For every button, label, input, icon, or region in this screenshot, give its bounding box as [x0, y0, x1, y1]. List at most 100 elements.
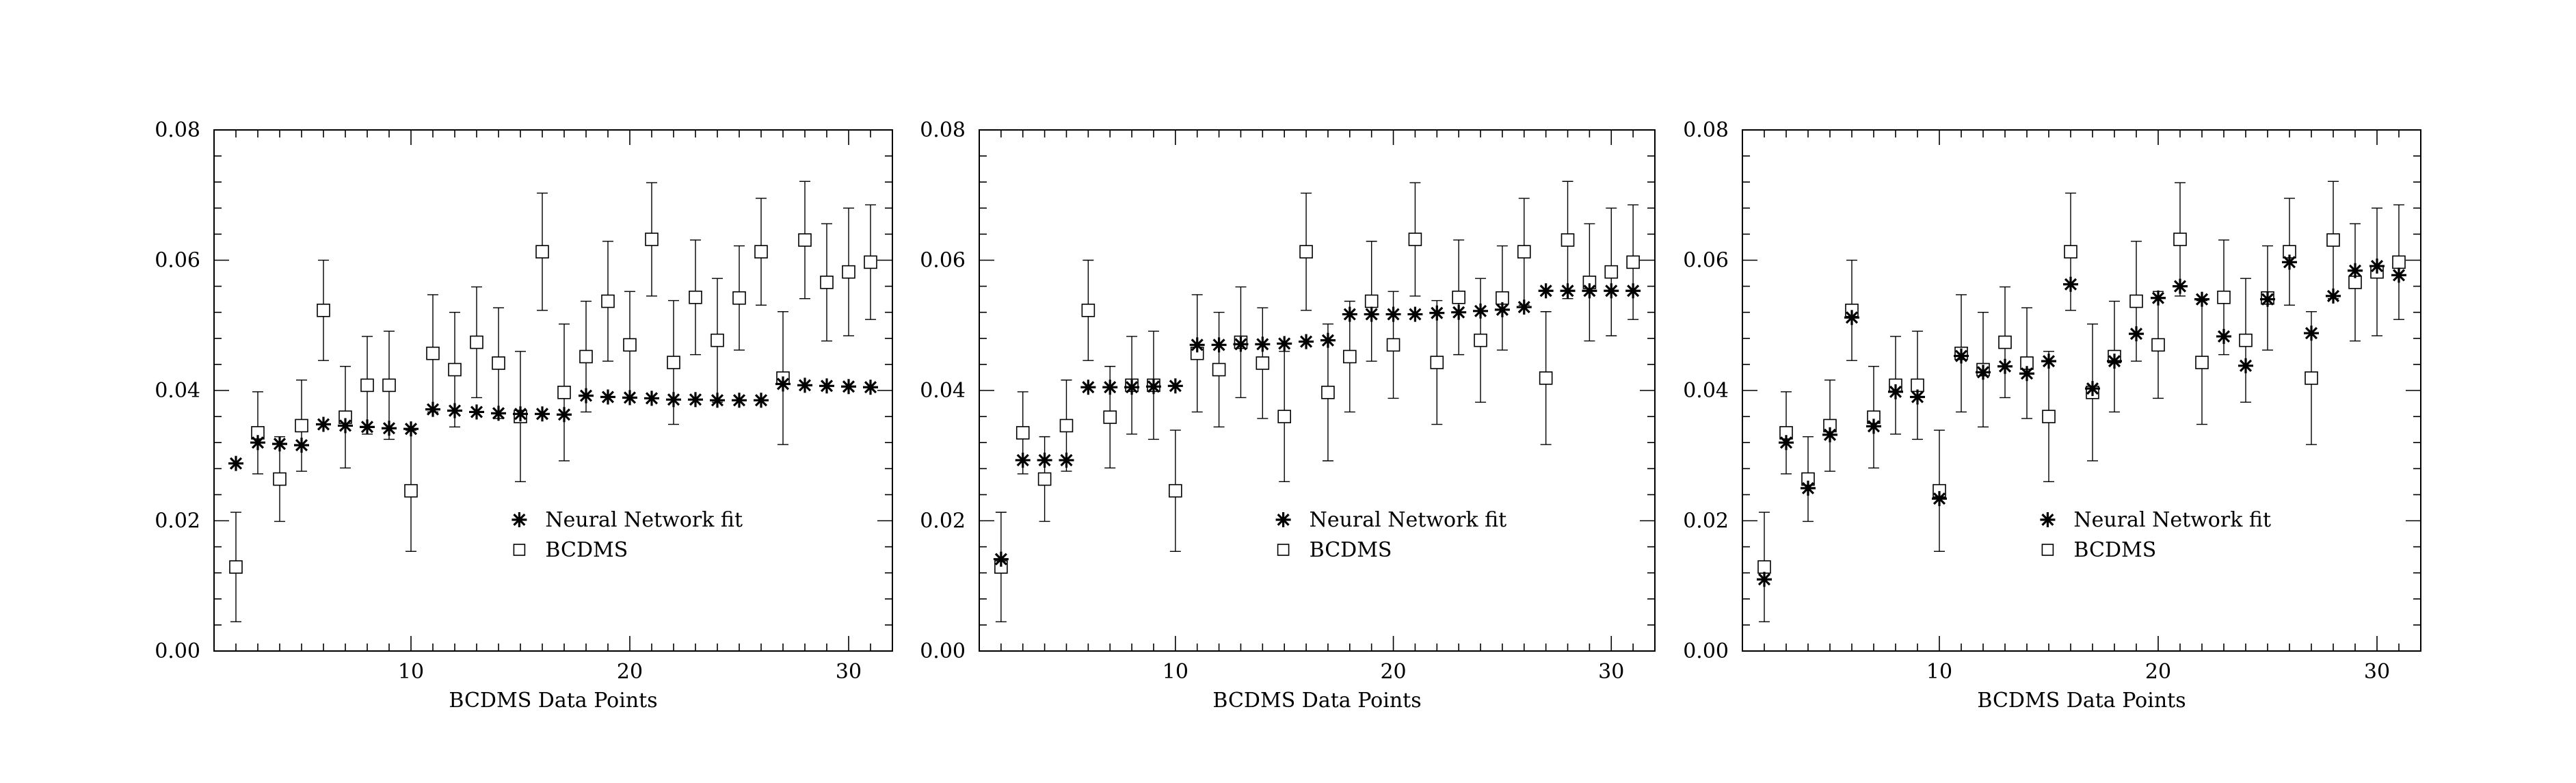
asterisk-stroke	[798, 379, 812, 392]
bcdms-marker	[1015, 426, 1030, 440]
bcdms-point	[1452, 239, 1465, 356]
bcdms-point	[994, 512, 1008, 622]
bcdms-marker	[1474, 333, 1487, 347]
bcdms-marker	[448, 362, 462, 377]
bcdms-marker	[2064, 245, 2077, 258]
bcdms-marker	[295, 419, 308, 433]
asterisk-stroke	[2239, 359, 2253, 372]
bcdms-point	[1037, 436, 1052, 522]
bcdms-marker	[645, 233, 659, 246]
x-tick-label: 30	[836, 660, 862, 684]
legend-bcdms-marker	[513, 544, 526, 556]
bcdms-marker	[1517, 245, 1531, 258]
nn-marker	[1625, 283, 1641, 299]
legend: Neural Network fit BCDMS	[512, 508, 743, 562]
nn-marker	[1888, 384, 1903, 399]
x-axis-label: BCDMS Data Points	[1212, 689, 1421, 713]
asterisk-stroke	[1387, 308, 1400, 321]
nn-marker	[1910, 389, 1925, 405]
asterisk-stroke	[820, 380, 834, 393]
asterisk-stroke	[273, 438, 287, 451]
nn-marker	[382, 421, 397, 436]
asterisk-stroke	[1474, 304, 1487, 317]
asterisk-stroke	[1933, 492, 1946, 505]
bcdms-marker	[711, 333, 724, 347]
bcdms-marker	[1321, 386, 1335, 399]
nn-marker	[2085, 381, 2100, 397]
bcdms-point	[360, 336, 374, 435]
bcdms-marker	[492, 356, 505, 370]
nn-marker	[2173, 278, 2188, 294]
nn-marker	[2019, 366, 2034, 382]
x-tick-label: 10	[1163, 660, 1189, 684]
bcdms-point	[1343, 300, 1357, 413]
asterisk-stroke	[1321, 334, 1334, 347]
chart-panel-2: 10 20 30 0.00 0.02 0.04 0.06 0.08 BCDMS Data Poi…	[920, 118, 1656, 713]
bcdms-point	[448, 312, 462, 428]
nn-marker	[1844, 310, 1859, 326]
y-tick-label: 0.00	[1683, 639, 1729, 663]
asterisk-stroke	[1212, 339, 1225, 351]
bcdms-point	[2173, 182, 2187, 297]
bcdms-point	[1147, 330, 1160, 440]
asterisk-stroke	[2020, 367, 2034, 380]
asterisk-stroke	[1911, 390, 1924, 403]
bcdms-point	[1496, 245, 1509, 351]
nn-marker	[1997, 358, 2013, 374]
bcdms-marker	[1212, 362, 1226, 377]
asterisk-stroke	[623, 391, 637, 404]
bcdms-point	[1015, 391, 1030, 475]
bcdms-point	[820, 223, 834, 342]
asterisk-stroke	[667, 393, 680, 406]
asterisk-stroke	[2195, 293, 2209, 306]
bcdms-marker	[2042, 410, 2056, 423]
nn-marker	[491, 406, 506, 421]
asterisk-stroke	[360, 421, 374, 434]
asterisk-stroke	[1539, 284, 1552, 297]
nn-marker	[644, 390, 659, 406]
asterisk-stroke	[1976, 366, 1990, 379]
asterisk-stroke	[382, 422, 396, 435]
asterisk-stroke	[1779, 436, 1793, 449]
bcdms-point	[1169, 429, 1182, 552]
nn-marker	[2238, 358, 2253, 373]
nn-marker	[841, 379, 856, 395]
nn-marker	[294, 438, 309, 453]
bcdms-marker	[229, 560, 243, 574]
asterisk-stroke	[2370, 260, 2384, 273]
bcdms-marker	[798, 233, 812, 247]
asterisk-stroke	[229, 457, 243, 470]
bcdms-point	[1364, 241, 1379, 362]
asterisk-stroke	[1561, 284, 1574, 297]
asterisk-stroke	[2261, 293, 2274, 306]
legend-nn-label: Neural Network fit	[1310, 508, 1507, 532]
asterisk-stroke	[2129, 328, 2143, 341]
asterisk-stroke	[2305, 327, 2318, 340]
bcdms-point	[2305, 311, 2318, 445]
bcdms-marker	[732, 291, 746, 305]
y-tick-label: 0.04	[920, 379, 966, 403]
nn-marker	[2304, 326, 2319, 341]
bcdms-point	[623, 291, 637, 399]
asterisk-stroke	[2392, 269, 2406, 282]
nn-marker	[819, 378, 834, 394]
bcdms-marker	[404, 483, 418, 498]
asterisk-stroke	[1082, 381, 1095, 394]
nn-marker	[2151, 290, 2166, 306]
bcdms-point	[1582, 223, 1597, 342]
nn-marker	[1015, 452, 1031, 468]
bcdms-marker	[1430, 356, 1444, 369]
asterisk-stroke	[1278, 337, 1291, 350]
bcdms-marker	[2326, 233, 2340, 247]
y-tick-label: 0.06	[1683, 249, 1729, 273]
bcdms-marker	[579, 349, 593, 364]
bcdms-point	[470, 286, 483, 399]
nn-marker	[600, 389, 615, 405]
bcdms-marker	[842, 265, 855, 279]
nn-marker	[1080, 380, 1096, 395]
bcdms-marker	[426, 346, 440, 360]
bcdms-marker	[1539, 371, 1553, 385]
nn-marker	[1255, 336, 1271, 352]
bcdms-point	[535, 192, 549, 311]
